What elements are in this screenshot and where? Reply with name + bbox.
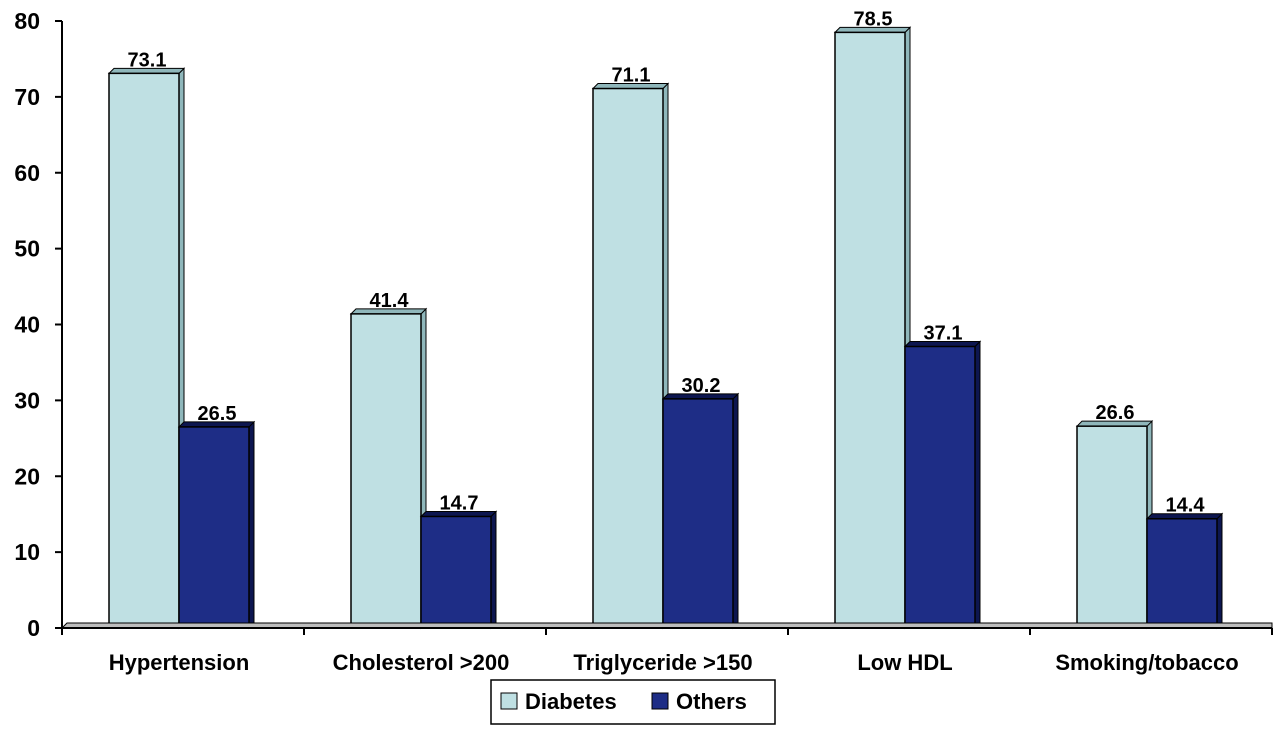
data-label: 14.4: [1166, 495, 1206, 517]
y-tick-label: 10: [14, 539, 40, 565]
y-tick-label: 70: [14, 84, 40, 110]
x-category-label: Triglyceride >150: [573, 650, 752, 675]
y-tick-label: 80: [14, 8, 40, 34]
legend-label: Others: [676, 689, 747, 714]
y-tick-label: 30: [14, 387, 40, 413]
legend-box: [490, 679, 776, 725]
x-category-label: Hypertension: [109, 650, 250, 675]
data-label: 26.5: [198, 403, 237, 425]
y-tick-label: 50: [14, 236, 40, 262]
data-label: 30.2: [682, 375, 721, 397]
bar-diabetes-4: [1076, 425, 1148, 629]
data-label: 71.1: [612, 65, 651, 87]
data-label: 26.6: [1096, 402, 1135, 424]
data-label: 37.1: [924, 323, 963, 345]
legend-swatch-others: [651, 692, 669, 710]
x-category-label: Cholesterol >200: [333, 650, 510, 675]
bar-others-4: [1146, 517, 1218, 629]
bar-others-2: [662, 398, 734, 629]
data-label: 73.1: [128, 49, 167, 71]
bar-diabetes-2: [592, 87, 664, 629]
bar-others-1: [420, 515, 492, 629]
y-axis: 0 10 20 30 40 50 60 70 80: [14, 8, 63, 641]
data-label: 14.7: [440, 492, 479, 514]
bars: 73.1 26.5 41.4 14.7 71.1 30.2 78.5 37.1 26.6 14.4: [107, 8, 1224, 630]
x-category-label: Smoking/tobacco: [1055, 650, 1238, 675]
bar-diabetes-0: [108, 72, 180, 629]
bar-others-0: [178, 426, 250, 629]
data-label: 41.4: [370, 290, 410, 312]
legend-swatch-diabetes: [500, 692, 518, 710]
y-tick-label: 20: [14, 463, 40, 489]
y-tick-label: 0: [27, 615, 40, 641]
y-tick-label: 40: [14, 312, 40, 338]
bar-diabetes-3: [834, 31, 906, 629]
x-category-label: Low HDL: [857, 650, 952, 675]
x-axis: Hypertension Cholesterol >200 Triglyceride…: [60, 622, 1273, 675]
y-tick-label: 60: [14, 160, 40, 186]
bar-others-3: [904, 345, 976, 629]
legend-label: Diabetes: [525, 689, 617, 714]
data-label: 78.5: [854, 8, 893, 30]
legend: Diabetes Others: [490, 679, 776, 725]
bar-diabetes-1: [350, 313, 422, 629]
